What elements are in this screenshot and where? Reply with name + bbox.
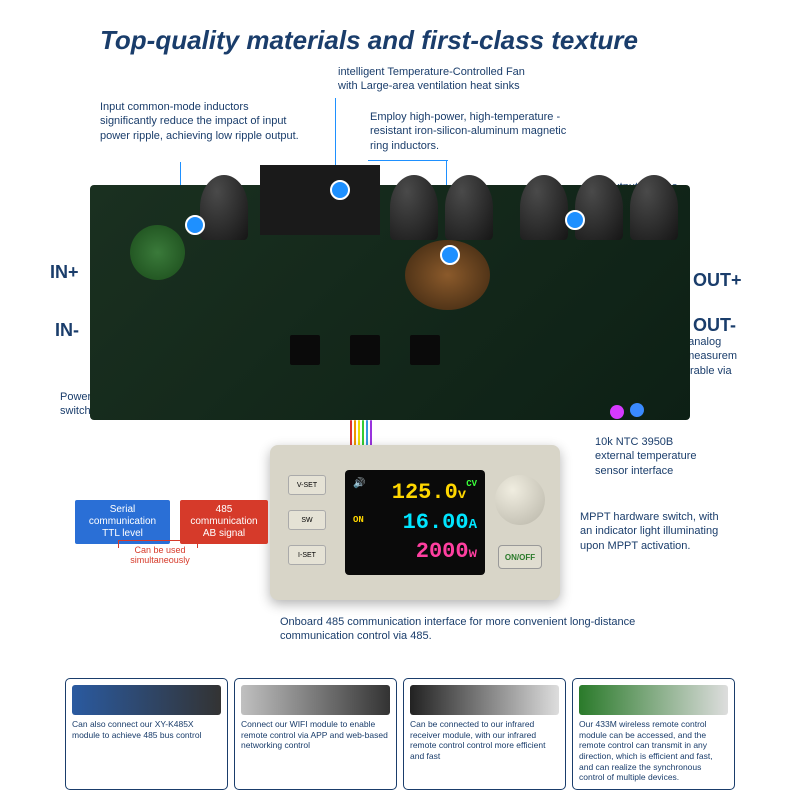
annotation-mppt: MPPT hardware switch, with an indicator … [580,510,720,553]
capacitor [520,175,568,240]
module-infrared: Can be connected to our infrared receive… [403,678,566,790]
badge-485: 485 communication AB signal [180,500,268,544]
label-in-minus: IN- [55,320,79,341]
onoff-button[interactable]: ON/OFF [498,545,542,569]
mppt-led-icon [610,405,624,419]
led-icon [630,403,644,417]
module-icon [72,685,221,715]
sw-button[interactable]: SW [288,510,326,530]
lcd-power: 2000w [353,537,477,567]
chip [410,335,440,365]
label-in-plus: IN+ [50,262,79,283]
toroid-input [130,225,185,280]
module-wifi: Connect our WIFI module to enable remote… [234,678,397,790]
chip [290,335,320,365]
rotary-knob[interactable] [495,475,545,525]
annotation-ntc: 10k NTC 3950B external temperature senso… [595,435,715,478]
lcd-voltage: 🔊 125.0vCV [353,478,477,508]
capacitor [445,175,493,240]
page-title: Top-quality materials and first-class te… [100,25,638,56]
label-out-plus: OUT+ [693,270,742,291]
module-icon [410,685,559,715]
badge-serial-ttl: Serial communication TTL level [75,500,170,544]
annotation-onboard-485: Onboard 485 communication interface for … [280,615,660,644]
module-icon [241,685,390,715]
marker-icon [185,215,205,235]
module-485bus: Can also connect our XY-K485X module to … [65,678,228,790]
vset-button[interactable]: V-SET [288,475,326,495]
capacitor [390,175,438,240]
annotation-mag-ring: Employ high-power, high-temperature -res… [370,110,580,153]
marker-icon [440,245,460,265]
heatsink [260,165,380,235]
label-simultaneous: Can be used simultaneously [115,545,205,565]
annotation-fan: intelligent Temperature-Controlled Fan w… [338,65,538,94]
bracket-icon [118,540,198,548]
label-out-minus: OUT- [693,315,736,336]
marker-icon [330,180,350,200]
bottom-modules-row: Can also connect our XY-K485X module to … [65,678,735,790]
marker-icon [565,210,585,230]
capacitor [200,175,248,240]
chip [350,335,380,365]
pcb-board [90,185,690,420]
controller-unit: V-SET SW I-SET 🔊 125.0vCV ON 16.00A 2000… [270,445,560,600]
iset-button[interactable]: I-SET [288,545,326,565]
module-icon [579,685,728,715]
module-433m: Our 433M wireless remote control module … [572,678,735,790]
capacitor [575,175,623,240]
capacitor [630,175,678,240]
lcd-current: ON 16.00A [353,508,477,538]
lcd-display: 🔊 125.0vCV ON 16.00A 2000w [345,470,485,575]
annotation-input-inductors: Input common-mode inductors significantl… [100,100,300,143]
